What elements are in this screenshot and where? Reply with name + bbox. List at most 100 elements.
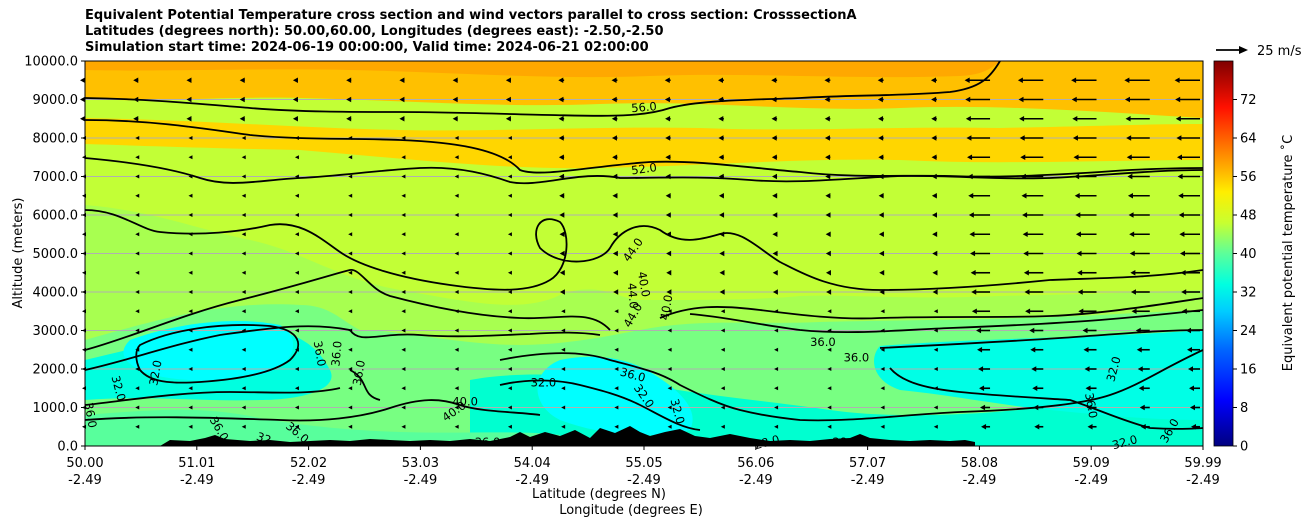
wind-arrow: [348, 193, 353, 198]
wind-arrow: [241, 405, 246, 410]
wind-arrow: [1124, 77, 1150, 84]
colorbar: [1213, 60, 1234, 447]
wind-arrow: [825, 269, 831, 276]
x-tick-label-lon: -2.49: [1186, 473, 1220, 488]
x-tick-label-lat: 58.08: [961, 456, 998, 471]
wind-arrow: [771, 135, 778, 141]
colorbar-tick-label: 56: [1240, 170, 1257, 185]
y-tick-label: 4000.0: [33, 286, 79, 301]
wind-arrow: [401, 251, 406, 256]
wind-arrow: [880, 405, 885, 410]
wind-arrow: [1188, 366, 1200, 372]
wind-arrow: [1174, 77, 1200, 84]
wind-arrow: [401, 136, 406, 140]
wind-arrow: [1128, 212, 1150, 218]
terrain: [160, 426, 975, 446]
wind-arrow: [241, 213, 246, 217]
wind-arrow: [665, 154, 671, 161]
wind-arrow: [1030, 346, 1044, 353]
wind-arrow: [507, 347, 512, 352]
colorbar-tick-label: 48: [1240, 209, 1257, 224]
wind-arrow: [931, 115, 937, 122]
wind-arrow: [188, 347, 193, 352]
wind-arrow: [239, 115, 245, 122]
wind-arrow: [241, 174, 246, 179]
wind-arrow: [877, 77, 884, 84]
wind-arrow: [559, 289, 565, 295]
wind-arrow: [507, 424, 512, 429]
wind-arrow: [558, 115, 565, 122]
wind-arrow: [774, 347, 779, 352]
x-tick-label-lon: -2.49: [404, 473, 438, 488]
wind-arrow: [771, 173, 778, 180]
contour-label: 36.0: [619, 365, 647, 385]
contour-label: 52.0: [630, 160, 657, 177]
wind-arrow: [931, 173, 937, 180]
x-tick-label-lat: 56.06: [737, 456, 774, 471]
wind-arrow: [294, 328, 299, 333]
wind-arrow: [135, 155, 140, 160]
wind-arrow: [188, 328, 193, 333]
wind-arrow: [719, 212, 725, 218]
wind-arrow: [878, 135, 884, 141]
wind-arrow: [452, 96, 458, 103]
wind-arrow: [1020, 173, 1044, 180]
contour-label: 32.0: [108, 374, 128, 402]
y-tick-label: 9000.0: [33, 93, 79, 108]
wind-arrow: [1019, 115, 1044, 122]
wind-arrow: [772, 212, 778, 218]
wind-arrow: [241, 155, 246, 160]
wind-arrow: [774, 386, 779, 391]
wind-arrow: [1072, 115, 1097, 122]
wind-arrow: [135, 347, 140, 352]
wind-arrow: [774, 367, 779, 371]
wind-arrow: [667, 367, 672, 371]
wind-arrow: [771, 77, 778, 84]
wind-arrow: [505, 96, 511, 103]
wind-arrow: [399, 96, 405, 103]
x-tick-label-lon: -2.49: [851, 473, 885, 488]
wind-arrow: [135, 136, 140, 140]
wind-arrow: [718, 173, 724, 180]
wind-arrow: [561, 309, 566, 314]
wind-arrow: [186, 77, 192, 84]
wind-arrow: [720, 386, 725, 391]
contour-labels: 56.052.044.040.044.0 40.044.036.036.036.0…: [81, 99, 1181, 452]
wind-arrow: [614, 347, 619, 352]
wind-arrow: [454, 328, 459, 333]
wind-arrow: [454, 174, 459, 179]
wind-arrow: [970, 250, 991, 257]
wind-arrow: [932, 269, 938, 276]
wind-arrow: [772, 289, 778, 295]
wind-arrow: [1130, 289, 1150, 295]
wind-arrow: [188, 136, 193, 140]
wind-arrow: [772, 269, 778, 276]
wind-arrow: [1029, 327, 1044, 334]
wind-arrow: [971, 308, 991, 315]
wind-arrow: [188, 290, 193, 294]
wind-arrow: [507, 232, 512, 237]
wind-arrow: [665, 192, 671, 199]
y-axis-label: Altitude (meters): [11, 198, 26, 309]
wind-arrow: [348, 405, 353, 410]
wind-arrow: [1127, 192, 1150, 199]
x-tick-label-lat: 55.05: [625, 456, 662, 471]
wind-arrow: [558, 135, 565, 141]
wind-arrow: [135, 232, 140, 237]
wind-arrow: [933, 328, 938, 333]
x-tick-label-lat: 59.09: [1073, 456, 1110, 471]
wind-arrow: [454, 193, 459, 198]
wind-arrow: [719, 269, 725, 276]
wind-arrow: [880, 347, 885, 352]
wind-arrow: [720, 405, 725, 410]
wind-arrow: [135, 424, 140, 429]
wind-arrow: [135, 290, 140, 294]
wind-arrow: [825, 212, 831, 218]
wind-arrow: [1084, 366, 1097, 372]
wind-arrow: [505, 77, 511, 84]
wind-arrow: [1130, 269, 1150, 276]
wind-arrow: [292, 115, 298, 122]
wind-arrow: [931, 154, 937, 161]
wind-arrow: [772, 250, 778, 257]
wind-arrow: [665, 231, 671, 238]
